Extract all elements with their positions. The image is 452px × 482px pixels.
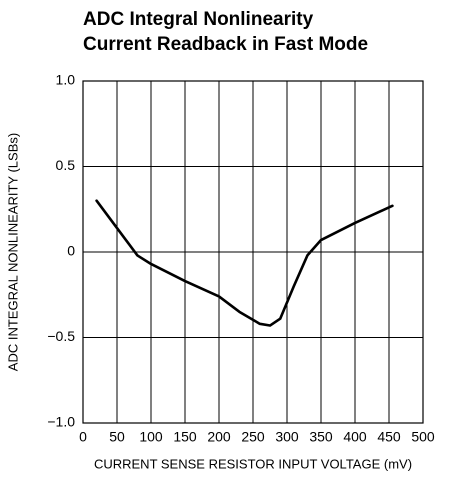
chart-title: Current Readback in Fast Mode (83, 34, 368, 55)
x-tick-label: 0 (79, 429, 87, 445)
x-tick-label: 450 (377, 429, 401, 445)
y-tick-label: −0.5 (47, 328, 75, 344)
x-tick-label: 400 (343, 429, 367, 445)
x-tick-label: 500 (411, 429, 435, 445)
chart-title: ADC Integral Nonlinearity (83, 9, 314, 30)
x-tick-label: 100 (139, 429, 163, 445)
x-tick-label: 150 (173, 429, 197, 445)
plot-frame (82, 80, 424, 424)
x-axis-label: CURRENT SENSE RESISTOR INPUT VOLTAGE (mV… (94, 456, 412, 471)
y-tick-label: 1.0 (56, 72, 76, 88)
x-tick-label: 250 (241, 429, 265, 445)
y-tick-label: 0 (67, 243, 75, 259)
data-line (95, 199, 394, 327)
x-tick-label: 200 (207, 429, 231, 445)
y-tick-label: −1.0 (47, 414, 75, 430)
x-tick-label: 50 (109, 429, 125, 445)
x-tick-label: 300 (275, 429, 299, 445)
y-axis-label: ADC INTEGRAL NONLINEARITY (LSBs) (5, 133, 20, 371)
y-tick-label: 0.5 (56, 157, 76, 173)
x-tick-label: 350 (309, 429, 333, 445)
